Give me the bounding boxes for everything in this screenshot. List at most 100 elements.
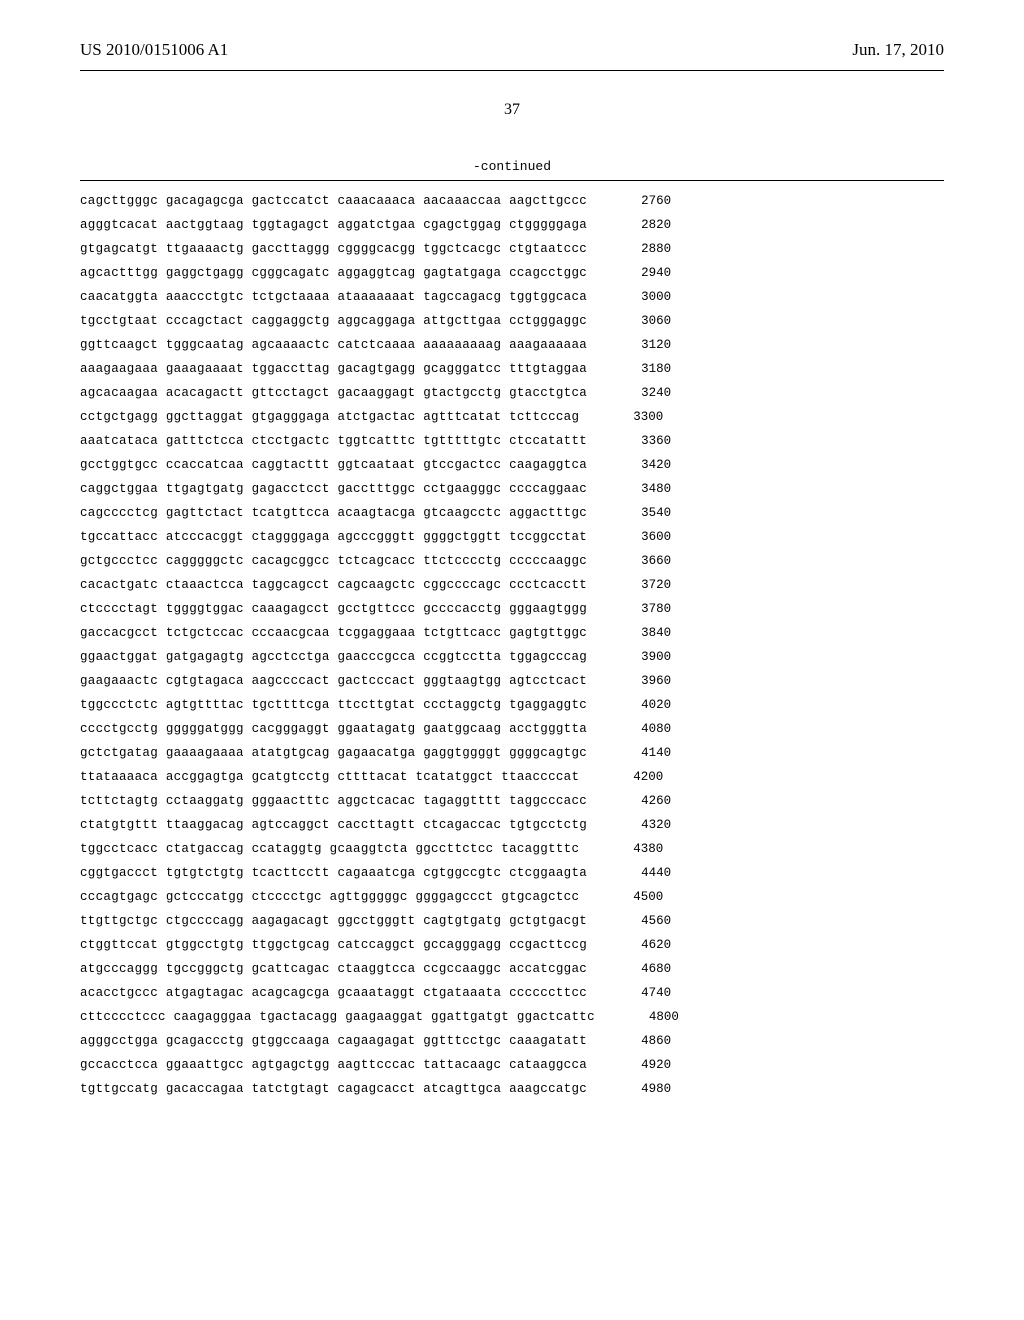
sequence-position: 3720 bbox=[611, 579, 671, 592]
sequence-position: 4980 bbox=[611, 1083, 671, 1096]
sequence-blocks: aaagaagaaa gaaagaaaat tggaccttag gacagtg… bbox=[80, 363, 587, 376]
sequence-row: cttcccctccc caagagggaa tgactacagg gaagaa… bbox=[80, 1011, 944, 1024]
sequence-position: 4560 bbox=[611, 915, 671, 928]
sequence-row: aaatcataca gatttctcca ctcctgactc tggtcat… bbox=[80, 435, 944, 448]
sequence-row: ttgttgctgc ctgccccagg aagagacagt ggcctgg… bbox=[80, 915, 944, 928]
sequence-position: 2760 bbox=[611, 195, 671, 208]
sequence-blocks: gcctggtgcc ccaccatcaa caggtacttt ggtcaat… bbox=[80, 459, 587, 472]
sequence-row: ggaactggat gatgagagtg agcctcctga gaacccg… bbox=[80, 651, 944, 664]
sequence-row: ctggttccat gtggcctgtg ttggctgcag catccag… bbox=[80, 939, 944, 952]
publication-date: Jun. 17, 2010 bbox=[852, 40, 944, 60]
sequence-blocks: agcactttgg gaggctgagg cgggcagatc aggaggt… bbox=[80, 267, 587, 280]
sequence-position: 3780 bbox=[611, 603, 671, 616]
sequence-blocks: ttgttgctgc ctgccccagg aagagacagt ggcctgg… bbox=[80, 915, 587, 928]
sequence-blocks: gctgccctcc cagggggctc cacagcggcc tctcagc… bbox=[80, 555, 587, 568]
sequence-position: 3600 bbox=[611, 531, 671, 544]
sequence-blocks: cggtgaccct tgtgtctgtg tcacttcctt cagaaat… bbox=[80, 867, 587, 880]
sequence-blocks: gaccacgcct tctgctccac cccaacgcaa tcggagg… bbox=[80, 627, 587, 640]
sequence-blocks: gtgagcatgt ttgaaaactg gaccttaggg cggggca… bbox=[80, 243, 587, 256]
sequence-position: 4920 bbox=[611, 1059, 671, 1072]
sequence-row: tgttgccatg gacaccagaa tatctgtagt cagagca… bbox=[80, 1083, 944, 1096]
sequence-blocks: ctatgtgttt ttaaggacag agtccaggct cacctta… bbox=[80, 819, 587, 832]
sequence-row: ctcccctagt tggggtggac caaagagcct gcctgtt… bbox=[80, 603, 944, 616]
sequence-position: 2880 bbox=[611, 243, 671, 256]
sequence-row: tgcctgtaat cccagctact caggaggctg aggcagg… bbox=[80, 315, 944, 328]
sequence-row: cggtgaccct tgtgtctgtg tcacttcctt cagaaat… bbox=[80, 867, 944, 880]
sequence-row: aaagaagaaa gaaagaaaat tggaccttag gacagtg… bbox=[80, 363, 944, 376]
sequence-position: 3360 bbox=[611, 435, 671, 448]
sequence-blocks: cagcccctcg gagttctact tcatgttcca acaagta… bbox=[80, 507, 587, 520]
sequence-position: 3900 bbox=[611, 651, 671, 664]
sequence-row: acacctgccc atgagtagac acagcagcga gcaaata… bbox=[80, 987, 944, 1000]
sequence-position: 3000 bbox=[611, 291, 671, 304]
sequence-blocks: gaagaaactc cgtgtagaca aagccccact gactccc… bbox=[80, 675, 587, 688]
sequence-position: 4620 bbox=[611, 939, 671, 952]
sequence-position: 4860 bbox=[611, 1035, 671, 1048]
sequence-row: cagcttgggc gacagagcga gactccatct caaacaa… bbox=[80, 195, 944, 208]
sequence-blocks: caacatggta aaaccctgtc tctgctaaaa ataaaaa… bbox=[80, 291, 587, 304]
sequence-row: tggccctctc agtgttttac tgcttttcga ttccttg… bbox=[80, 699, 944, 712]
page-header: US 2010/0151006 A1 Jun. 17, 2010 bbox=[0, 0, 1024, 70]
sequence-position: 3840 bbox=[611, 627, 671, 640]
sequence-row: agcactttgg gaggctgagg cgggcagatc aggaggt… bbox=[80, 267, 944, 280]
sequence-row: cccctgcctg gggggatggg cacgggaggt ggaatag… bbox=[80, 723, 944, 736]
sequence-position: 3120 bbox=[611, 339, 671, 352]
sequence-blocks: ggaactggat gatgagagtg agcctcctga gaacccg… bbox=[80, 651, 587, 664]
sequence-position: 4440 bbox=[611, 867, 671, 880]
sequence-blocks: tcttctagtg cctaaggatg gggaactttc aggctca… bbox=[80, 795, 587, 808]
sequence-blocks: agcacaagaa acacagactt gttcctagct gacaagg… bbox=[80, 387, 587, 400]
sequence-blocks: agggtcacat aactggtaag tggtagagct aggatct… bbox=[80, 219, 587, 232]
sequence-blocks: tgcctgtaat cccagctact caggaggctg aggcagg… bbox=[80, 315, 587, 328]
sequence-blocks: cccctgcctg gggggatggg cacgggaggt ggaatag… bbox=[80, 723, 587, 736]
sequence-position: 4140 bbox=[611, 747, 671, 760]
sequence-position: 4680 bbox=[611, 963, 671, 976]
sequence-position: 3060 bbox=[611, 315, 671, 328]
sequence-row: agggtcacat aactggtaag tggtagagct aggatct… bbox=[80, 219, 944, 232]
sequence-position: 4500 bbox=[603, 891, 663, 904]
sequence-blocks: ctcccctagt tggggtggac caaagagcct gcctgtt… bbox=[80, 603, 587, 616]
sequence-position: 4200 bbox=[603, 771, 663, 784]
sequence-row: agcacaagaa acacagactt gttcctagct gacaagg… bbox=[80, 387, 944, 400]
sequence-blocks: ttataaaaca accggagtga gcatgtcctg cttttac… bbox=[80, 771, 579, 784]
sequence-row: tcttctagtg cctaaggatg gggaactttc aggctca… bbox=[80, 795, 944, 808]
sequence-blocks: ggttcaagct tgggcaatag agcaaaactc catctca… bbox=[80, 339, 587, 352]
sequence-row: atgcccaggg tgccgggctg gcattcagac ctaaggt… bbox=[80, 963, 944, 976]
sequence-row: tgccattacc atcccacggt ctaggggaga agcccgg… bbox=[80, 531, 944, 544]
sequence-row: cacactgatc ctaaactcca taggcagcct cagcaag… bbox=[80, 579, 944, 592]
sequence-row: gaccacgcct tctgctccac cccaacgcaa tcggagg… bbox=[80, 627, 944, 640]
sequence-position: 3540 bbox=[611, 507, 671, 520]
sequence-blocks: aaatcataca gatttctcca ctcctgactc tggtcat… bbox=[80, 435, 587, 448]
sequence-position: 4380 bbox=[603, 843, 663, 856]
sequence-position: 4020 bbox=[611, 699, 671, 712]
sequence-position: 4320 bbox=[611, 819, 671, 832]
sequence-row: gccacctcca ggaaattgcc agtgagctgg aagttcc… bbox=[80, 1059, 944, 1072]
sequence-position: 3240 bbox=[611, 387, 671, 400]
sequence-blocks: cttcccctccc caagagggaa tgactacagg gaagaa… bbox=[80, 1011, 595, 1024]
sequence-position: 4260 bbox=[611, 795, 671, 808]
sequence-row: ctatgtgttt ttaaggacag agtccaggct cacctta… bbox=[80, 819, 944, 832]
sequence-table: cagcttgggc gacagagcga gactccatct caaacaa… bbox=[80, 195, 944, 1096]
sequence-row: cccagtgagc gctcccatgg ctcccctgc agttgggg… bbox=[80, 891, 944, 904]
sequence-position: 4080 bbox=[611, 723, 671, 736]
sequence-row: cagcccctcg gagttctact tcatgttcca acaagta… bbox=[80, 507, 944, 520]
sequence-row: cctgctgagg ggcttaggat gtgagggaga atctgac… bbox=[80, 411, 944, 424]
sequence-blocks: atgcccaggg tgccgggctg gcattcagac ctaaggt… bbox=[80, 963, 587, 976]
sequence-blocks: ctggttccat gtggcctgtg ttggctgcag catccag… bbox=[80, 939, 587, 952]
header-rule bbox=[80, 70, 944, 71]
sequence-row: caggctggaa ttgagtgatg gagacctcct gaccttt… bbox=[80, 483, 944, 496]
sequence-blocks: cccagtgagc gctcccatgg ctcccctgc agttgggg… bbox=[80, 891, 579, 904]
sequence-row: ggttcaagct tgggcaatag agcaaaactc catctca… bbox=[80, 339, 944, 352]
sequence-blocks: tgccattacc atcccacggt ctaggggaga agcccgg… bbox=[80, 531, 587, 544]
sequence-blocks: tggccctctc agtgttttac tgcttttcga ttccttg… bbox=[80, 699, 587, 712]
sequence-position: 2940 bbox=[611, 267, 671, 280]
sequence-blocks: cctgctgagg ggcttaggat gtgagggaga atctgac… bbox=[80, 411, 579, 424]
sequence-listing: -continued cagcttgggc gacagagcga gactcca… bbox=[80, 159, 944, 1096]
separator-line bbox=[80, 180, 944, 181]
sequence-row: agggcctgga gcagaccctg gtggccaaga cagaaga… bbox=[80, 1035, 944, 1048]
sequence-row: gtgagcatgt ttgaaaactg gaccttaggg cggggca… bbox=[80, 243, 944, 256]
sequence-blocks: tggcctcacc ctatgaccag ccataggtg gcaaggtc… bbox=[80, 843, 579, 856]
sequence-row: ttataaaaca accggagtga gcatgtcctg cttttac… bbox=[80, 771, 944, 784]
sequence-blocks: agggcctgga gcagaccctg gtggccaaga cagaaga… bbox=[80, 1035, 587, 1048]
sequence-blocks: caggctggaa ttgagtgatg gagacctcct gaccttt… bbox=[80, 483, 587, 496]
sequence-blocks: cacactgatc ctaaactcca taggcagcct cagcaag… bbox=[80, 579, 587, 592]
